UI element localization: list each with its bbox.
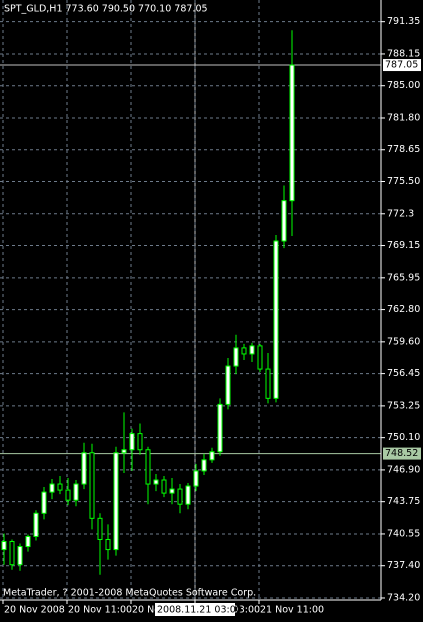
candle-body xyxy=(57,483,63,491)
candle-body xyxy=(25,535,31,548)
candle-body xyxy=(73,483,79,501)
candle-body xyxy=(241,347,247,355)
candle-body xyxy=(145,449,151,485)
bid-box xyxy=(383,59,421,72)
candle-body xyxy=(257,345,263,370)
candle-body xyxy=(217,403,223,453)
y-tick-label: 765.95 xyxy=(387,272,420,283)
y-tick-label: 769.15 xyxy=(387,240,420,251)
candle-body xyxy=(81,452,87,485)
candle-body xyxy=(169,488,175,494)
candle-body xyxy=(33,512,39,537)
y-tick-label: 791.35 xyxy=(387,16,420,27)
y-tick-label: 781.80 xyxy=(387,112,420,123)
y-tick-label: 740.55 xyxy=(387,528,420,539)
candle-body xyxy=(209,451,215,461)
y-tick-label: 743.75 xyxy=(387,496,420,507)
candle-body xyxy=(41,491,47,514)
y-tick-label: 753.25 xyxy=(387,400,420,411)
copyright: MetaTrader, ? 2001-2008 MetaQuotes Softw… xyxy=(3,588,256,599)
y-tick-label: 759.60 xyxy=(387,336,420,347)
candle-body xyxy=(193,470,199,487)
y-tick-label: 788.15 xyxy=(387,48,420,59)
level-label: 748.52 xyxy=(385,448,418,459)
candle-body xyxy=(177,488,183,505)
y-tick-label: 785.00 xyxy=(387,80,420,91)
bid-label: 787.05 xyxy=(385,60,418,71)
candle-body xyxy=(161,479,167,494)
candle-body xyxy=(273,240,279,399)
candle-body xyxy=(153,479,159,485)
candle-body xyxy=(233,347,239,367)
candle-body xyxy=(289,64,295,202)
candle-body xyxy=(65,489,71,501)
y-tick-label: 737.40 xyxy=(387,560,420,571)
candle-body xyxy=(113,452,119,551)
x-tick-label: 20 Nov 2008 xyxy=(4,605,65,616)
level-box xyxy=(383,447,421,460)
y-tick-label: 775.50 xyxy=(387,176,420,187)
candle-body xyxy=(265,368,271,399)
candle-body xyxy=(281,200,287,242)
chart-title: SPT_GLD,H1 773.60 790.50 770.10 787.05 xyxy=(4,4,208,15)
candle-body xyxy=(137,433,143,451)
y-tick-label: 762.80 xyxy=(387,304,420,315)
y-tick-label: 734.20 xyxy=(387,592,420,603)
candle-body xyxy=(105,538,111,551)
y-tick-label: 772.3 xyxy=(387,208,414,219)
candle-body xyxy=(121,449,127,454)
y-tick-label: 778.65 xyxy=(387,144,420,155)
candle-body xyxy=(129,433,135,451)
candle-body xyxy=(1,541,7,551)
candle-body xyxy=(89,452,95,519)
x-tick-label: 21 Nov 11:00 xyxy=(260,605,324,616)
crosshair-label: 2008.11.21 03:00 xyxy=(157,605,242,616)
candle-body xyxy=(225,365,231,405)
candle-body xyxy=(49,483,55,493)
candle-body xyxy=(185,485,191,505)
y-tick-label: 746.90 xyxy=(387,464,420,475)
y-tick-label: 750.10 xyxy=(387,432,420,443)
candle-body xyxy=(249,345,255,355)
crosshair-box xyxy=(155,603,235,616)
candle-body xyxy=(201,459,207,472)
candle-body xyxy=(9,541,15,566)
candle-body xyxy=(97,517,103,540)
candle-body xyxy=(17,546,23,566)
y-tick-label: 756.45 xyxy=(387,368,420,379)
x-tick-label: 20 Nov 11:00 xyxy=(68,605,132,616)
